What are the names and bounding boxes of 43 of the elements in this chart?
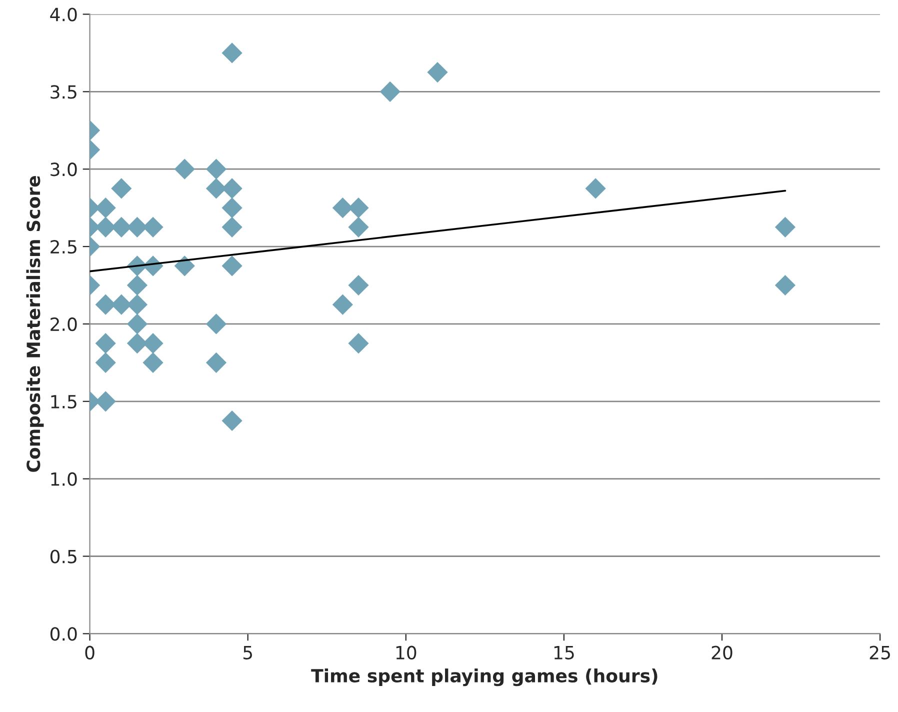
x-tick-label: 5 — [244, 646, 252, 660]
y-tick-label: 2.0 — [50, 317, 77, 332]
y-tick-label: 4.0 — [50, 8, 77, 22]
point — [206, 158, 227, 180]
point — [222, 256, 242, 276]
point — [174, 256, 195, 276]
point — [95, 333, 116, 354]
point — [774, 274, 796, 296]
point — [222, 198, 242, 218]
point — [332, 198, 353, 218]
y-tick-label: 0.0 — [50, 627, 77, 641]
point — [332, 294, 353, 315]
point — [206, 314, 227, 334]
point — [222, 216, 242, 238]
point — [126, 314, 148, 334]
point — [380, 81, 400, 102]
point — [111, 178, 132, 199]
y-tick-label: 3.5 — [50, 85, 76, 99]
x-tick-label: 25 — [870, 646, 890, 660]
point — [174, 158, 195, 180]
point — [585, 178, 606, 199]
x-tick-label: 20 — [712, 646, 732, 660]
x-tick-label: 15 — [554, 646, 574, 660]
point — [206, 352, 227, 373]
x-tick-label: 10 — [396, 646, 416, 660]
y-axis-title: Composite Materialism Score — [26, 176, 44, 472]
point — [348, 216, 369, 238]
point — [222, 410, 242, 432]
point — [348, 333, 369, 354]
x-tick-label: 0 — [85, 646, 94, 660]
y-tick-label: 0.5 — [50, 550, 76, 564]
point — [95, 352, 116, 373]
y-tick-label: 2.5 — [50, 240, 76, 254]
point — [774, 216, 796, 238]
point — [222, 42, 242, 64]
point — [348, 274, 369, 296]
y-tick-label: 1.0 — [51, 472, 77, 486]
point — [126, 274, 148, 296]
x-axis-title: Time spent playing games (hours) — [311, 668, 658, 686]
y-tick-label: 1.5 — [51, 395, 76, 409]
point — [142, 352, 164, 373]
y-tick-label: 3.0 — [50, 162, 77, 176]
point — [427, 62, 448, 83]
